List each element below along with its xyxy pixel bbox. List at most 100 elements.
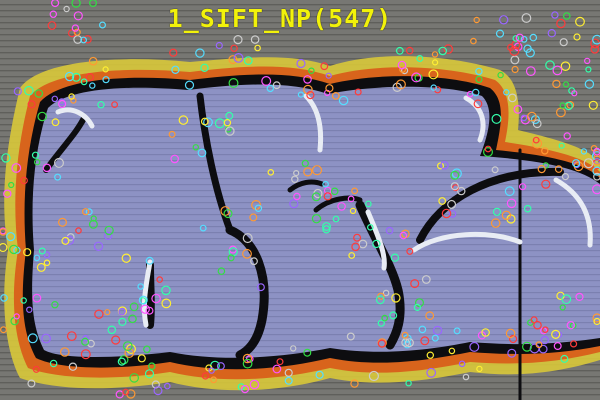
keypoint-marker	[256, 283, 265, 292]
keypoint-marker	[405, 46, 414, 55]
keypoint-marker	[499, 15, 509, 25]
keypoint-marker	[432, 59, 439, 66]
keypoint-marker	[233, 53, 244, 63]
keypoint-marker	[382, 289, 390, 297]
keypoint-marker	[390, 253, 400, 262]
keypoint-marker	[462, 373, 470, 381]
keypoint-marker	[571, 159, 581, 168]
keypoint-marker	[306, 90, 315, 100]
keypoint-marker	[102, 66, 109, 73]
keypoint-marker	[552, 79, 561, 89]
keypoint-marker	[57, 217, 67, 227]
keypoint-marker	[497, 71, 504, 79]
keypoint-marker	[377, 319, 385, 327]
keypoint-marker	[481, 328, 490, 337]
keypoint-marker	[118, 317, 127, 326]
keypoint-marker	[585, 66, 592, 73]
keypoint-marker	[471, 88, 480, 97]
keypoint-marker	[51, 95, 59, 103]
keypoint-marker	[413, 303, 421, 311]
keypoint-marker	[137, 283, 145, 290]
keypoint-marker	[332, 215, 340, 223]
keypoint-marker	[60, 347, 70, 357]
keypoint-marker	[350, 379, 359, 388]
keypoint-marker	[51, 0, 60, 8]
keypoint-marker	[49, 359, 58, 368]
keypoint-marker	[593, 147, 600, 156]
keypoint-marker	[457, 186, 466, 196]
keypoint-marker	[119, 355, 129, 365]
keypoint-marker	[410, 279, 420, 289]
keypoint-marker	[63, 5, 70, 13]
keypoint-marker	[32, 293, 42, 303]
keypoint-marker	[128, 314, 137, 324]
keypoint-marker	[518, 183, 527, 191]
keypoint-marker	[571, 90, 578, 97]
keypoint-marker	[510, 55, 520, 65]
keypoint-marker	[225, 111, 234, 120]
keypoint-marker	[322, 222, 331, 231]
keypoint-marker	[338, 95, 349, 106]
keypoint-marker	[308, 67, 315, 74]
keypoint-marker	[520, 114, 528, 122]
keypoint-marker	[272, 81, 281, 90]
keypoint-marker	[20, 297, 27, 304]
keypoint-marker	[242, 358, 253, 369]
keypoint-marker	[448, 347, 456, 355]
keypoint-marker	[416, 54, 424, 62]
keypoint-marker	[217, 267, 226, 276]
keypoint-marker	[68, 93, 75, 100]
keypoint-marker	[470, 37, 477, 45]
keypoint-marker	[525, 48, 535, 58]
keypoint-marker	[492, 207, 502, 216]
keypoint-marker	[556, 18, 566, 29]
keypoint-marker	[98, 21, 106, 29]
keypoint-marker	[372, 239, 381, 249]
keypoint-marker	[547, 29, 557, 38]
keypoint-marker	[290, 345, 297, 352]
keypoint-marker	[1, 153, 11, 163]
keypoint-marker	[391, 293, 401, 303]
keypoint-marker	[11, 163, 22, 173]
keypoint-marker	[475, 75, 483, 84]
keypoint-marker	[303, 348, 312, 357]
keypoint-marker	[85, 208, 93, 216]
keypoint-marker	[151, 293, 161, 304]
keypoint-marker	[443, 44, 454, 54]
keypoint-marker	[89, 0, 97, 7]
keypoint-marker	[156, 276, 164, 283]
keypoint-marker	[351, 187, 359, 195]
keypoint-marker	[24, 85, 34, 96]
keypoint-marker	[104, 309, 111, 316]
keypoint-marker	[438, 46, 448, 56]
keypoint-marker	[107, 325, 117, 335]
keypoint-marker	[426, 351, 434, 359]
keypoint-marker	[71, 72, 81, 82]
keypoint-marker	[504, 186, 515, 197]
keypoint-marker	[32, 365, 40, 373]
keypoint-marker	[80, 36, 87, 44]
keypoint-marker	[3, 189, 12, 198]
keypoint-marker	[148, 362, 156, 371]
keypoint-marker	[558, 142, 565, 149]
keypoint-marker	[34, 89, 44, 98]
keypoint-marker	[47, 21, 57, 30]
keypoint-marker	[584, 57, 591, 65]
keypoint-marker	[353, 233, 362, 242]
keypoint-marker	[421, 275, 431, 284]
keypoint-marker	[171, 65, 180, 75]
keypoint-marker	[93, 241, 104, 251]
keypoint-marker	[81, 208, 90, 216]
keypoint-marker	[552, 65, 563, 76]
keypoint-marker	[51, 118, 60, 127]
keypoint-marker	[562, 81, 570, 88]
keypoint-marker	[590, 44, 600, 54]
keypoint-marker	[469, 341, 480, 352]
keypoint-marker	[430, 84, 437, 91]
keypoint-marker	[251, 200, 262, 211]
keypoint-marker	[291, 175, 299, 183]
keypoint-marker	[330, 187, 339, 196]
keypoint-marker	[592, 155, 600, 166]
keypoint-marker	[228, 55, 238, 65]
